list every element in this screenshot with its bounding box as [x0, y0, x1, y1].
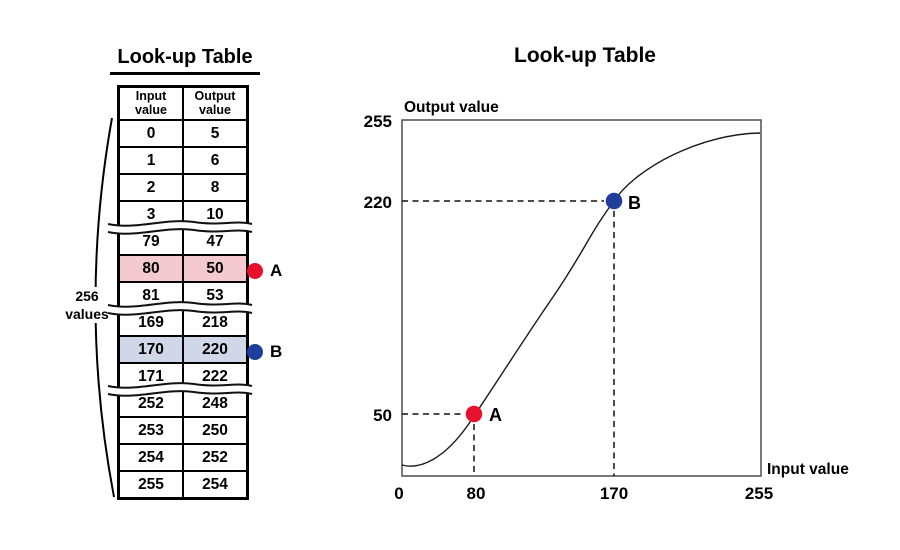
x-tick-80: 80 [467, 484, 486, 503]
input-value-cell: 252 [120, 391, 184, 416]
input-value-cell: 80 [120, 256, 184, 281]
column-header-output: Output value [194, 89, 236, 117]
output-value-cell: 6 [210, 151, 220, 169]
output-value-cell: 220 [184, 337, 246, 362]
y-tick-50: 50 [373, 406, 392, 425]
lut-table-title: Look-up Table [110, 46, 260, 75]
input-value-cell: 171 [120, 364, 184, 389]
marker-letter: A [270, 260, 283, 280]
output-value-cell: 53 [206, 286, 224, 304]
input-value-cell: 2 [120, 175, 184, 200]
point-b-label: B [628, 193, 641, 213]
table-row: 170 220 [120, 337, 246, 364]
x-tick-170: 170 [600, 484, 628, 503]
y-tick-220: 220 [364, 193, 392, 212]
dashed-guides [402, 200, 615, 476]
output-value-cell: 8 [210, 178, 220, 196]
marker-dot-icon [247, 343, 263, 360]
output-value-cell: 222 [202, 367, 228, 385]
table-row: 3 10 [120, 202, 246, 229]
plot-border [401, 119, 762, 477]
lut-table-header: Input value Output value [120, 88, 246, 121]
table-row: 79 47 [120, 229, 246, 256]
output-value-cell: 250 [202, 421, 228, 439]
row-marker-a: A [247, 261, 282, 281]
point-a-label: A [489, 405, 502, 425]
input-value-cell: 170 [120, 337, 184, 362]
point-b-dot [605, 192, 623, 210]
output-value-cell: 254 [202, 475, 228, 493]
marker-letter: B [270, 341, 283, 361]
y-axis-title: Output value [404, 99, 499, 116]
table-row: 171 222 [120, 364, 246, 391]
table-row: 254 252 [120, 445, 246, 472]
column-header-input: Input value [120, 88, 184, 119]
input-value-cell: 255 [120, 472, 184, 497]
output-value-cell: 47 [206, 232, 224, 250]
output-value-cell: 252 [202, 448, 228, 466]
table-row: 255 254 [120, 472, 246, 497]
input-value-cell: 81 [120, 283, 184, 308]
table-row: 169 218 [120, 310, 246, 337]
lut-table: Input value Output value 0 5 1 6 2 8 3 10 79 47 80… [117, 85, 249, 500]
x-tick-0: 0 [394, 484, 403, 503]
input-value-cell: 0 [120, 121, 184, 146]
input-value-cell: 79 [120, 229, 184, 254]
output-value-cell: 50 [184, 256, 246, 281]
x-tick-255: 255 [745, 484, 773, 503]
y-tick-255: 255 [364, 112, 392, 131]
output-value-cell: 248 [202, 394, 228, 412]
output-value-cell: 5 [210, 124, 220, 142]
input-value-cell: 253 [120, 418, 184, 443]
table-row: 253 250 [120, 418, 246, 445]
input-value-cell: 169 [120, 310, 184, 335]
chart-title: Look-up Table [514, 44, 656, 67]
output-value-cell: 10 [206, 205, 224, 223]
table-row: 80 50 [120, 256, 246, 283]
marker-dot-icon [247, 262, 263, 279]
input-value-cell: 1 [120, 148, 184, 173]
input-value-cell: 3 [120, 202, 184, 227]
point-a-dot [465, 405, 483, 423]
brace-label: 256 values [56, 287, 118, 324]
output-value-cell: 218 [202, 313, 228, 331]
x-axis-title: Input value [767, 461, 849, 478]
row-marker-b: B [247, 342, 282, 362]
table-row: 81 53 [120, 283, 246, 310]
tone-curve [401, 132, 761, 467]
lut-table-wrapper: Input value Output value 0 5 1 6 2 8 3 10 79 47 80… [107, 85, 282, 500]
input-value-cell: 254 [120, 445, 184, 470]
table-row: 252 248 [120, 391, 246, 418]
lut-table-rows: 0 5 1 6 2 8 3 10 79 47 80 50 81 53 169 218 170 220 171 222 2… [120, 121, 246, 497]
